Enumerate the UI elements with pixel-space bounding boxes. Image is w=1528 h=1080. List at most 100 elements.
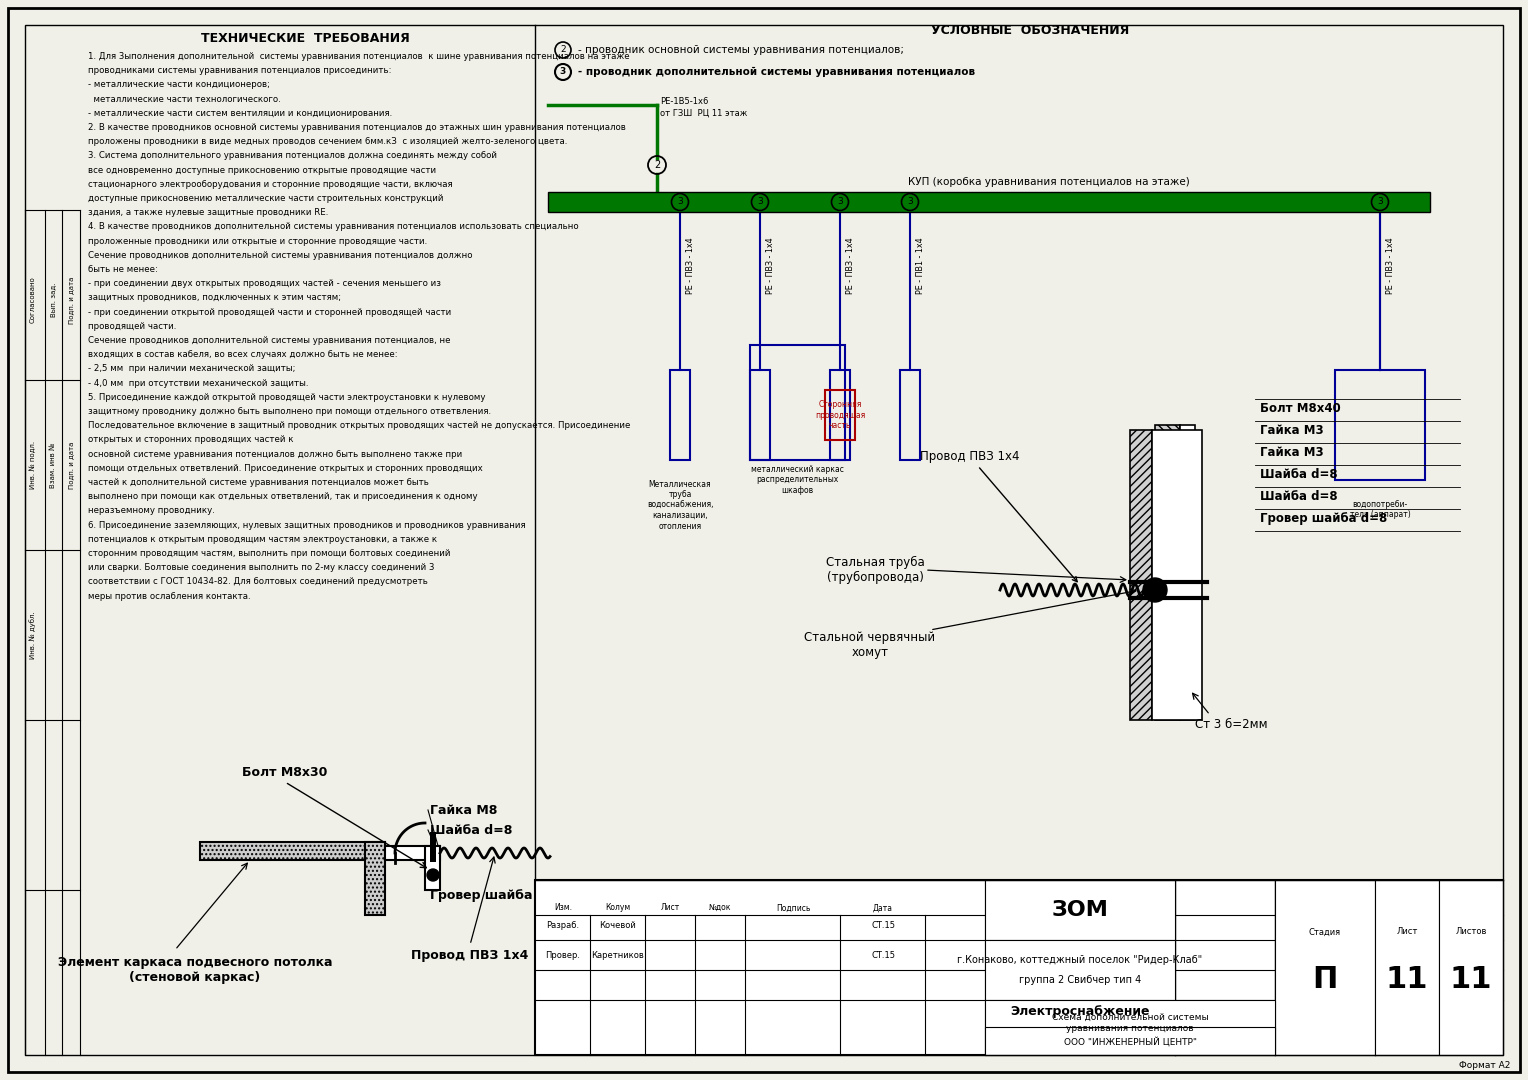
Text: КУП (коробка уравнивания потенциалов на этаже): КУП (коробка уравнивания потенциалов на … bbox=[908, 177, 1190, 187]
Text: 11: 11 bbox=[1450, 966, 1493, 995]
Bar bbox=[986, 880, 1175, 940]
Bar bbox=[825, 390, 856, 440]
Bar bbox=[830, 370, 850, 460]
Text: Провер.: Провер. bbox=[545, 950, 581, 959]
Text: Вып. зад.: Вып. зад. bbox=[50, 283, 57, 318]
Text: Гайка М3: Гайка М3 bbox=[1261, 424, 1323, 437]
Text: ЗОМ: ЗОМ bbox=[1051, 900, 1108, 920]
Text: - 2,5 мм  при наличии механической защиты;: - 2,5 мм при наличии механической защиты… bbox=[89, 364, 295, 374]
Text: П: П bbox=[1313, 966, 1337, 995]
Text: Гровер шайба d=8: Гровер шайба d=8 bbox=[1261, 512, 1387, 525]
Text: 6. Присоединение заземляющих, нулевых защитных проводников и проводников уравнив: 6. Присоединение заземляющих, нулевых за… bbox=[89, 521, 526, 529]
Text: или сварки. Болтовые соединения выполнить по 2-му классу соединений 3: или сварки. Болтовые соединения выполнит… bbox=[89, 563, 434, 572]
Text: 3: 3 bbox=[559, 67, 567, 77]
Text: 5. Присоединение каждой открытой проводящей части электроустановки к нулевому: 5. Присоединение каждой открытой проводя… bbox=[89, 393, 486, 402]
Text: основной системе уравнивания потенциалов должно быть выполнено также при: основной системе уравнивания потенциалов… bbox=[89, 449, 463, 459]
Text: ООО "ИНЖЕНЕРНЫЙ ЦЕНТР": ООО "ИНЖЕНЕРНЫЙ ЦЕНТР" bbox=[1063, 1037, 1196, 1047]
Bar bbox=[1375, 880, 1439, 1055]
Bar bbox=[549, 192, 1430, 212]
Text: Лист: Лист bbox=[660, 904, 680, 913]
Bar bbox=[1131, 430, 1152, 720]
Text: Дата: Дата bbox=[872, 904, 892, 913]
Text: 3. Система дополнительного уравнивания потенциалов должна соединять между собой: 3. Система дополнительного уравнивания п… bbox=[89, 151, 497, 161]
Text: выполнено при помощи как отдельных ответвлений, так и присоединения к одному: выполнено при помощи как отдельных ответ… bbox=[89, 492, 478, 501]
Text: Стальная труба
(трубопровода): Стальная труба (трубопровода) bbox=[825, 556, 924, 584]
Text: 2: 2 bbox=[654, 160, 660, 170]
Text: Листов: Листов bbox=[1455, 928, 1487, 936]
Bar bbox=[900, 370, 920, 460]
Text: 3: 3 bbox=[758, 198, 762, 206]
Text: 4. В качестве проводников дополнительной системы уравнивания потенциалов использ: 4. В качестве проводников дополнительной… bbox=[89, 222, 579, 231]
Text: Взам. инв №: Взам. инв № bbox=[50, 443, 57, 488]
Text: УСЛОВНЫЕ  ОБОЗНАЧЕНИЯ: УСЛОВНЫЕ ОБОЗНАЧЕНИЯ bbox=[931, 24, 1129, 37]
Text: все одновременно доступные прикосновению открытые проводящие части: все одновременно доступные прикосновению… bbox=[89, 165, 435, 175]
Text: №док: №док bbox=[709, 904, 732, 913]
Text: проводящей части.: проводящей части. bbox=[89, 322, 176, 330]
Text: водопотреби-
тель (аппарат): водопотреби- тель (аппарат) bbox=[1349, 500, 1410, 519]
Bar bbox=[365, 842, 385, 915]
Text: Подп. и дата: Подп. и дата bbox=[69, 442, 73, 488]
Text: быть не менее:: быть не менее: bbox=[89, 265, 157, 274]
Text: РЕ - ПВЗ - 1х4: РЕ - ПВЗ - 1х4 bbox=[766, 238, 775, 295]
Bar bbox=[429, 832, 435, 862]
Text: РЕ - ПВЗ - 1х4: РЕ - ПВЗ - 1х4 bbox=[847, 238, 856, 295]
Text: РЕ - ПВ3 - 1х4: РЕ - ПВ3 - 1х4 bbox=[1386, 238, 1395, 295]
Text: Лист: Лист bbox=[1397, 928, 1418, 936]
Text: Болт М8х40: Болт М8х40 bbox=[1261, 402, 1340, 415]
Text: СТ.15: СТ.15 bbox=[871, 920, 895, 930]
Bar bbox=[1155, 426, 1180, 720]
Text: Подп. и дата: Подп. и дата bbox=[69, 276, 73, 324]
Text: г.Конаково, коттеджный поселок "Ридер-Клаб": г.Конаково, коттеджный поселок "Ридер-Кл… bbox=[958, 955, 1203, 966]
Text: Сечение проводников дополнительной системы уравнивания потенциалов, не: Сечение проводников дополнительной систе… bbox=[89, 336, 451, 345]
Text: сторонним проводящим частям, выполнить при помощи болтовых соединений: сторонним проводящим частям, выполнить п… bbox=[89, 549, 451, 558]
Text: РЕ-1В5-1х6: РЕ-1В5-1х6 bbox=[660, 97, 709, 106]
Bar bbox=[986, 940, 1175, 1000]
Text: - при соединении открытой проводящей части и сторонней проводящей части: - при соединении открытой проводящей час… bbox=[89, 308, 451, 316]
Text: 1. Для 3ыполнения дополнительной  системы уравнивания потенциалов  к шине уравни: 1. Для 3ыполнения дополнительной системы… bbox=[89, 52, 630, 60]
Text: - металлические части кондиционеров;: - металлические части кондиционеров; bbox=[89, 80, 270, 90]
Text: Провод ПВЗ 1х4: Провод ПВЗ 1х4 bbox=[920, 450, 1077, 582]
Text: потенциалов к открытым проводящим частям электроустановки, а также к: потенциалов к открытым проводящим частям… bbox=[89, 535, 437, 544]
Text: Болт М8х30: Болт М8х30 bbox=[243, 766, 327, 779]
Text: Стальной червячный
хомут: Стальной червячный хомут bbox=[804, 631, 935, 659]
Text: Гайка М3: Гайка М3 bbox=[1261, 446, 1323, 459]
Text: соответствии с ГОСТ 10434-82. Для болтовых соединений предусмотреть: соответствии с ГОСТ 10434-82. Для болтов… bbox=[89, 578, 428, 586]
Text: Схема дополнительной системы
уравнивания потенциалов: Схема дополнительной системы уравнивания… bbox=[1051, 1013, 1209, 1032]
Text: РЕ - ПВЗ - 1х4: РЕ - ПВЗ - 1х4 bbox=[686, 238, 695, 295]
Bar bbox=[1152, 430, 1203, 720]
Text: 3: 3 bbox=[908, 198, 912, 206]
Text: Последовательное включение в защитный проводник открытых проводящих частей не до: Последовательное включение в защитный пр… bbox=[89, 421, 631, 430]
Text: входящих в состав кабеля, во всех случаях должно быть не менее:: входящих в состав кабеля, во всех случая… bbox=[89, 350, 397, 360]
Text: ТЕХНИЧЕСКИЕ  ТРЕБОВАНИЯ: ТЕХНИЧЕСКИЕ ТРЕБОВАНИЯ bbox=[200, 31, 410, 44]
Text: Ст 3 б=2мм: Ст 3 б=2мм bbox=[1195, 718, 1268, 731]
Text: защитному проводнику должно быть выполнено при помощи отдельного ответвления.: защитному проводнику должно быть выполне… bbox=[89, 407, 490, 416]
Text: Разраб.: Разраб. bbox=[547, 920, 579, 930]
Text: металлический каркас
распределительных
шкафов: металлический каркас распределительных ш… bbox=[752, 465, 843, 495]
Text: частей к дополнительной системе уравнивания потенциалов может быть: частей к дополнительной системе уравнива… bbox=[89, 478, 429, 487]
Text: неразъемному проводнику.: неразъемному проводнику. bbox=[89, 507, 215, 515]
Text: от ГЗШ  РЦ 11 этаж: от ГЗШ РЦ 11 этаж bbox=[660, 109, 747, 118]
Text: - при соединении двух открытых проводящих частей - сечения меньшего из: - при соединении двух открытых проводящи… bbox=[89, 280, 442, 288]
Bar bbox=[385, 846, 440, 860]
Text: - 4,0 мм  при отсутствии механической защиты.: - 4,0 мм при отсутствии механической защ… bbox=[89, 379, 309, 388]
Bar bbox=[1180, 426, 1195, 720]
Text: - проводник основной системы уравнивания потенциалов;: - проводник основной системы уравнивания… bbox=[578, 45, 905, 55]
Bar bbox=[669, 370, 691, 460]
Text: Инв. № дубл.: Инв. № дубл. bbox=[29, 611, 37, 659]
Bar bbox=[1335, 370, 1426, 480]
Text: Электроснабжение: Электроснабжение bbox=[1010, 1005, 1149, 1018]
Text: РЕ - ПВ1 - 1х4: РЕ - ПВ1 - 1х4 bbox=[915, 238, 924, 295]
Text: Согласовано: Согласовано bbox=[31, 276, 37, 323]
Text: Кочевой: Кочевой bbox=[599, 920, 636, 930]
Text: Гайка М8: Гайка М8 bbox=[429, 804, 498, 816]
Text: помощи отдельных ответвлений. Присоединение открытых и сторонних проводящих: помощи отдельных ответвлений. Присоедине… bbox=[89, 463, 483, 473]
Text: Шайба d=8: Шайба d=8 bbox=[1261, 490, 1337, 503]
Circle shape bbox=[1143, 578, 1167, 602]
Text: Каретников: Каретников bbox=[591, 950, 645, 959]
Text: Металлическая
труба
водоснабжения,
канализации,
отопления: Металлическая труба водоснабжения, канал… bbox=[646, 480, 714, 530]
Text: 3: 3 bbox=[677, 198, 683, 206]
Text: - проводник дополнительной системы уравнивания потенциалов: - проводник дополнительной системы уравн… bbox=[578, 67, 975, 77]
Circle shape bbox=[426, 869, 439, 881]
Text: Элемент каркаса подвесного потолка
(стеновой каркас): Элемент каркаса подвесного потолка (стен… bbox=[58, 956, 332, 984]
Text: проводниками системы уравнивания потенциалов присоединить:: проводниками системы уравнивания потенци… bbox=[89, 66, 391, 76]
